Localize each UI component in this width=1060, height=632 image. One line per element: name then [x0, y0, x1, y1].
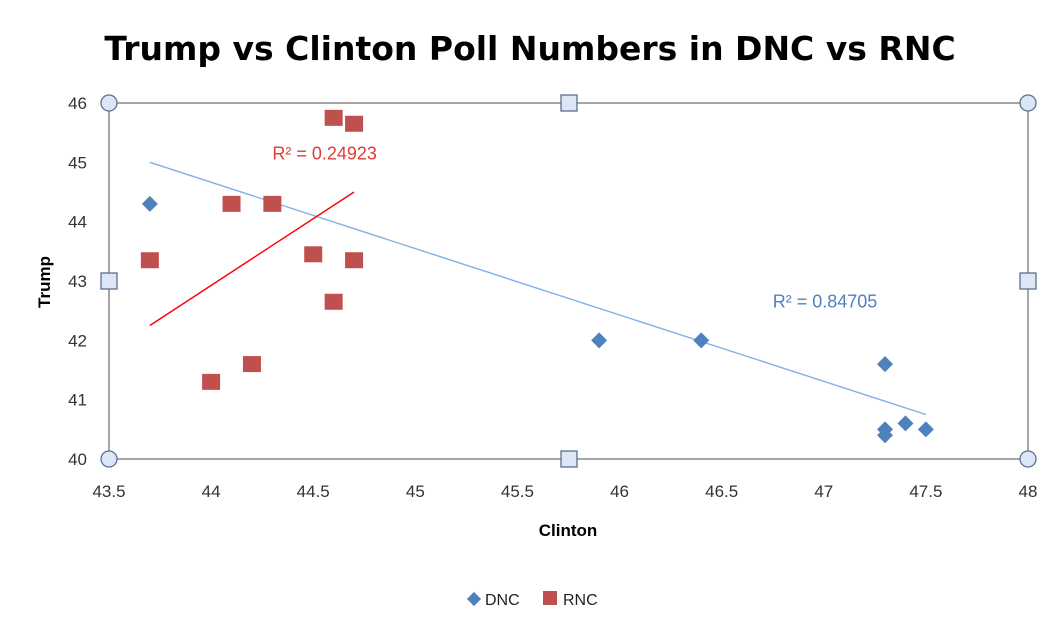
data-point-dnc — [877, 356, 894, 373]
data-point-rnc — [140, 252, 159, 269]
x-tick-labels: 43.5 44 44.5 45 45.5 46 46.5 47 47.5 48 — [92, 482, 1037, 501]
legend: DNC RNC — [466, 591, 598, 609]
resize-handle-middle-left[interactable] — [100, 272, 118, 290]
data-point-rnc — [242, 356, 261, 373]
x-tick-label: 44.5 — [297, 482, 330, 501]
data-point-dnc — [591, 332, 608, 349]
legend-rnc-marker — [543, 591, 557, 605]
data-points — [140, 109, 934, 444]
data-point-rnc — [202, 373, 221, 390]
data-point-rnc — [324, 109, 343, 126]
data-point-rnc — [324, 293, 343, 310]
x-tick-label: 45 — [406, 482, 425, 501]
data-point-rnc — [345, 252, 364, 269]
resize-handle-bottom-right[interactable] — [1019, 450, 1037, 468]
data-point-dnc — [141, 195, 158, 212]
r2-labels: R² = 0.84705 R² = 0.24923 — [272, 143, 877, 311]
x-tick-label: 47.5 — [909, 482, 942, 501]
r2-label-rnc: R² = 0.24923 — [272, 143, 377, 163]
y-axis-title: Trump — [35, 256, 54, 308]
y-tick-labels: 40 41 42 43 44 45 46 — [68, 94, 87, 469]
data-point-rnc — [304, 246, 323, 263]
y-tick-label: 40 — [68, 450, 87, 469]
plot-area — [108, 102, 1029, 460]
data-point-rnc — [222, 195, 241, 212]
y-tick-label: 44 — [68, 213, 87, 232]
y-tick-label: 42 — [68, 331, 87, 350]
resize-handle-top-left[interactable] — [100, 94, 118, 112]
x-tick-label: 48 — [1019, 482, 1038, 501]
legend-dnc-marker — [466, 591, 482, 607]
resize-handle-top-right[interactable] — [1019, 94, 1037, 112]
r2-label-dnc: R² = 0.84705 — [773, 292, 878, 312]
resize-handle-bottom-middle[interactable] — [560, 450, 578, 468]
resize-handle-middle-right[interactable] — [1019, 272, 1037, 290]
x-tick-label: 45.5 — [501, 482, 534, 501]
x-tick-label: 47 — [814, 482, 833, 501]
data-point-rnc — [345, 115, 364, 132]
x-tick-label: 46 — [610, 482, 629, 501]
y-tick-label: 46 — [68, 94, 87, 113]
data-point-dnc — [877, 427, 894, 444]
x-axis-title: Clinton — [539, 521, 598, 540]
resize-handle-bottom-left[interactable] — [100, 450, 118, 468]
data-point-dnc — [917, 421, 934, 438]
chart-title: Trump vs Clinton Poll Numbers in DNC vs … — [104, 29, 955, 68]
x-tick-label: 46.5 — [705, 482, 738, 501]
x-tick-label: 44 — [202, 482, 221, 501]
y-tick-label: 45 — [68, 153, 87, 172]
resize-handle-top-middle[interactable] — [560, 94, 578, 112]
y-tick-label: 43 — [68, 272, 87, 291]
x-tick-label: 43.5 — [92, 482, 125, 501]
selection-handles[interactable] — [100, 94, 1037, 468]
data-point-dnc — [897, 415, 914, 432]
trendline-rnc — [149, 191, 355, 327]
y-tick-label: 41 — [68, 391, 87, 410]
data-point-rnc — [263, 195, 282, 212]
data-point-dnc — [693, 332, 710, 349]
legend-rnc-label: RNC — [563, 592, 598, 609]
legend-dnc-label: DNC — [485, 592, 520, 609]
